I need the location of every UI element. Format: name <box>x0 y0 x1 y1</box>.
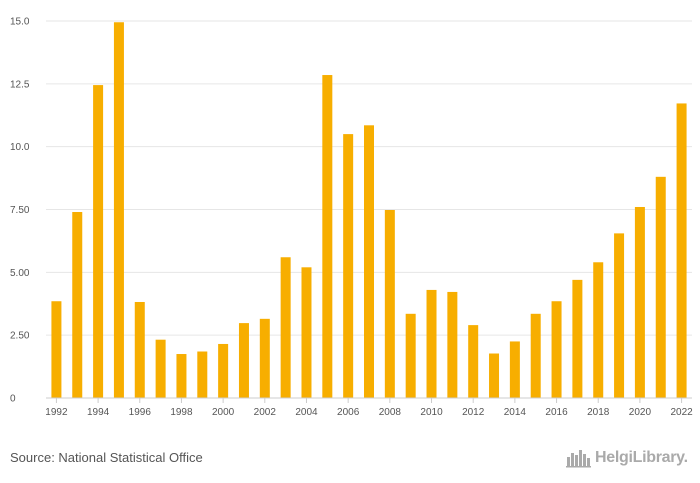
bar-2014 <box>509 341 520 398</box>
x-tick-label: 2012 <box>462 407 485 418</box>
bar-2004 <box>301 267 312 398</box>
logo-text: HelgiLibrary. <box>595 449 688 466</box>
bar-2021 <box>655 176 666 398</box>
bar-2001 <box>238 323 249 398</box>
x-tick-label: 2004 <box>295 407 318 418</box>
bar-2012 <box>468 325 479 398</box>
x-tick-label: 2002 <box>254 407 277 418</box>
x-tick-label: 2008 <box>379 407 402 418</box>
y-tick-label: 10.0 <box>10 142 30 153</box>
y-tick-label: 5.00 <box>10 268 30 279</box>
bar-2010 <box>426 289 437 398</box>
bar-2005 <box>322 75 333 398</box>
bar-1999 <box>197 351 208 398</box>
bar-2000 <box>218 343 229 398</box>
bars <box>51 22 687 399</box>
y-tick-label: 2.50 <box>10 331 30 342</box>
bar-2011 <box>447 291 458 398</box>
x-axis-tick-labels: 1992 1994 1996 1998 2000 2002 2004 2006 2008 2010… <box>45 398 693 418</box>
x-tick-label: 2022 <box>670 407 693 418</box>
bar-1998 <box>176 354 187 398</box>
bar-2017 <box>572 279 583 398</box>
x-tick-label: 2020 <box>629 407 652 418</box>
helgi-library-logo: HelgiLibrary. <box>566 448 688 468</box>
bar-2019 <box>614 233 625 398</box>
city-skyline-icon <box>566 450 591 468</box>
bar-2013 <box>489 353 500 398</box>
y-tick-label: 12.5 <box>10 79 30 90</box>
bar-2006 <box>343 134 354 398</box>
y-tick-label: 0 <box>10 394 16 405</box>
y-tick-label: 7.50 <box>10 205 30 216</box>
bar-2007 <box>364 125 374 398</box>
x-tick-label: 2010 <box>420 407 443 418</box>
bar-1996 <box>134 301 145 398</box>
x-tick-label: 2018 <box>587 407 610 418</box>
x-tick-label: 2016 <box>545 407 568 418</box>
x-tick-label: 2014 <box>504 407 527 418</box>
bar-2022 <box>676 103 687 399</box>
x-tick-label: 1992 <box>45 407 68 418</box>
bar-2020 <box>634 206 645 398</box>
x-tick-label: 1996 <box>129 407 152 418</box>
bar-2018 <box>593 262 604 398</box>
bar-1997 <box>155 339 166 398</box>
x-tick-label: 2006 <box>337 407 360 418</box>
bar-1992 <box>51 301 62 398</box>
x-tick-label: 1998 <box>170 407 193 418</box>
bar-1993 <box>72 212 83 398</box>
bar-1995 <box>113 22 124 399</box>
x-tick-label: 1994 <box>87 407 110 418</box>
bar-2002 <box>259 318 270 398</box>
bar-1994 <box>93 85 104 398</box>
bar-2003 <box>280 257 291 398</box>
bar-2009 <box>405 313 416 398</box>
bar-2008 <box>384 210 395 398</box>
bar-2015 <box>530 313 541 398</box>
bar-2016 <box>551 301 562 398</box>
source-note: Source: National Statistical Office <box>10 450 203 465</box>
x-tick-label: 2000 <box>212 407 235 418</box>
y-axis-tick-labels: 0 2.50 5.00 7.50 10.0 12.5 15.0 <box>10 17 30 405</box>
y-tick-label: 15.0 <box>10 17 30 28</box>
